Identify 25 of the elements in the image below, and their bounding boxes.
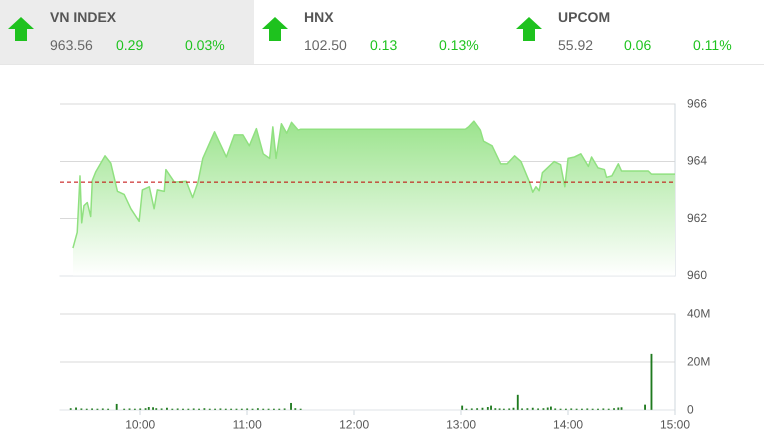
y-tick-label: 40M: [687, 306, 710, 321]
text: 0.11%: [693, 37, 732, 53]
text: VN INDEX: [50, 9, 116, 25]
text: 0.06: [624, 37, 652, 53]
y-tick-label: 962: [687, 210, 708, 225]
y-tick-label: 960: [687, 268, 708, 282]
x-tick-label: 11:00: [232, 418, 262, 432]
text: UPCOM: [558, 9, 610, 25]
text: 55.92: [558, 37, 594, 53]
text: 0.29: [116, 37, 144, 53]
text: 963.56: [50, 37, 93, 53]
y-tick-label: 0: [687, 402, 694, 416]
text: 0.03%: [185, 37, 225, 53]
text: 102.50: [304, 37, 347, 53]
x-tick-label: 15:00: [660, 418, 690, 432]
x-tick-label: 14:00: [553, 418, 584, 432]
text: 0.13: [370, 37, 398, 53]
y-tick-label: 20M: [687, 354, 710, 368]
x-tick-label: 13:00: [446, 418, 476, 432]
text: 0.13%: [439, 37, 479, 53]
text: HNX: [304, 9, 334, 25]
y-tick-label: 966: [687, 96, 708, 110]
x-tick-label: 10:00: [125, 418, 156, 432]
y-tick-label: 964: [687, 154, 708, 168]
x-tick-label: 12:00: [339, 418, 370, 432]
